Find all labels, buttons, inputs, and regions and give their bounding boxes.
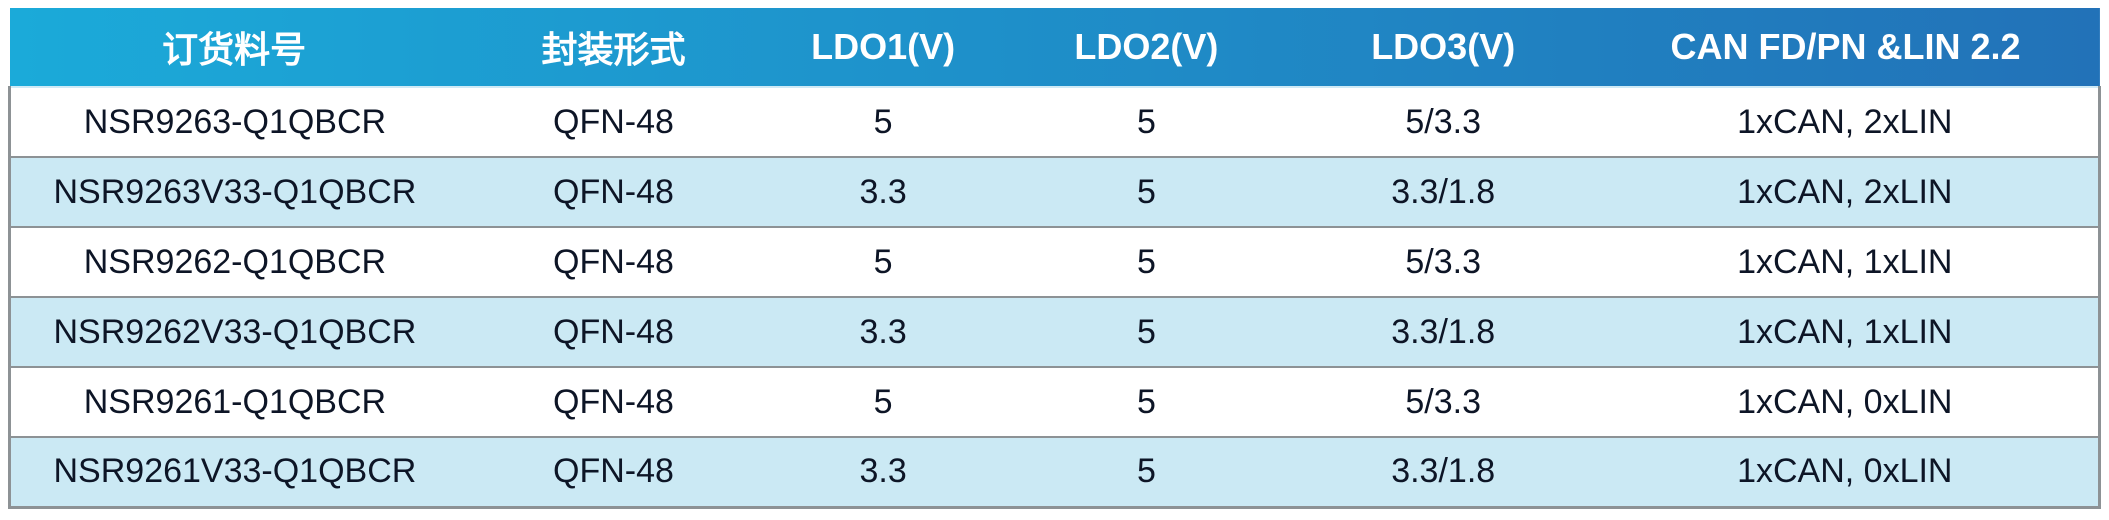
cell-can-lin: 1xCAN, 2xLIN — [1737, 102, 1953, 141]
cell-part-number: NSR9263-Q1QBCR — [83, 102, 387, 141]
cell-part-number: NSR9261V33-Q1QBCR — [9, 436, 459, 507]
cell-ldo1: 3.3 — [768, 296, 999, 367]
cell-ldo3: 5/3.3 — [1405, 102, 1481, 141]
column-header-part-number: 订货料号 — [9, 8, 459, 88]
cell-package: QFN-48 — [458, 156, 769, 227]
table-body: NSR9263-Q1QBCR QFN-48 5 5 5/3.3 1xCAN, 2… — [9, 87, 2100, 507]
cell-ldo3: 5/3.3 — [1294, 226, 1592, 297]
cell-package: QFN-48 — [458, 296, 769, 367]
cell-ldo1: 5 — [768, 366, 999, 437]
table-row: NSR9261V33-Q1QBCR QFN-48 3.3 5 3.3/1.8 1… — [9, 436, 2100, 507]
column-header-package: 封装形式 — [458, 8, 769, 88]
cell-can-lin: 1xCAN, 2xLIN — [1591, 156, 2100, 227]
table-header: 订货料号 封装形式 LDO1(V) LDO2(V) LDO3(V) CAN FD… — [9, 8, 2100, 88]
cell-part-number: NSR9261-Q1QBCR — [9, 366, 459, 437]
cell-ldo2: 5 — [1136, 102, 1156, 141]
cell-can-lin: 1xCAN, 1xLIN — [1591, 226, 2100, 297]
cell-can-lin: 1xCAN, 0xLIN — [1591, 366, 2100, 437]
table-row: NSR9261-Q1QBCR QFN-48 5 5 5/3.3 1xCAN, 0… — [9, 366, 2100, 437]
column-header-ldo1: LDO1(V) — [768, 8, 999, 88]
column-header-ldo3: LDO3(V) — [1294, 8, 1592, 88]
cell-package: QFN-48 — [458, 366, 769, 437]
cell-package: QFN-48 — [458, 226, 769, 297]
cell-ldo2: 5 — [998, 156, 1295, 227]
cell-can-lin: 1xCAN, 0xLIN — [1591, 436, 2100, 507]
cell-part-number: NSR9263V33-Q1QBCR — [9, 156, 459, 227]
cell-ldo1: 5 — [873, 102, 893, 141]
cell-ldo3: 3.3/1.8 — [1294, 436, 1592, 507]
column-header-ldo2: LDO2(V) — [998, 8, 1295, 88]
ordering-info-table: 订货料号 封装形式 LDO1(V) LDO2(V) LDO3(V) CAN FD… — [8, 8, 2101, 509]
cell-package: QFN-48 — [458, 436, 769, 507]
cell-ldo2: 5 — [998, 226, 1295, 297]
cell-ldo2: 5 — [998, 296, 1295, 367]
table-row: NSR9263-Q1QBCR QFN-48 5 5 5/3.3 1xCAN, 2… — [9, 87, 2100, 157]
cell-ldo3: 3.3/1.8 — [1294, 296, 1592, 367]
table-row: NSR9262V33-Q1QBCR QFN-48 3.3 5 3.3/1.8 1… — [9, 296, 2100, 367]
cell-part-number: NSR9262-Q1QBCR — [9, 226, 459, 297]
cell-ldo3: 5/3.3 — [1294, 366, 1592, 437]
cell-part-number: NSR9262V33-Q1QBCR — [9, 296, 459, 367]
cell-ldo1: 3.3 — [768, 436, 999, 507]
cell-ldo1: 5 — [768, 226, 999, 297]
cell-ldo1: 3.3 — [768, 156, 999, 227]
table-row: NSR9262-Q1QBCR QFN-48 5 5 5/3.3 1xCAN, 1… — [9, 226, 2100, 297]
cell-ldo2: 5 — [998, 366, 1295, 437]
cell-can-lin: 1xCAN, 1xLIN — [1591, 296, 2100, 367]
header-row: 订货料号 封装形式 LDO1(V) LDO2(V) LDO3(V) CAN FD… — [9, 8, 2100, 88]
cell-ldo3: 3.3/1.8 — [1294, 156, 1592, 227]
cell-ldo2: 5 — [998, 436, 1295, 507]
column-header-can-lin: CAN FD/PN &LIN 2.2 — [1591, 8, 2100, 88]
cell-package: QFN-48 — [553, 102, 674, 141]
table-row: NSR9263V33-Q1QBCR QFN-48 3.3 5 3.3/1.8 1… — [9, 156, 2100, 227]
